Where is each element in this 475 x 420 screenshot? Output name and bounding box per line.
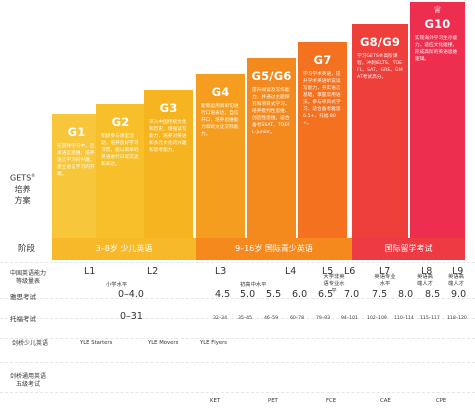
grade-column-g1: G1 在游戏学习中，启发语言思维，培养语言学习的兴趣，建立语言学习的开端。 xyxy=(52,114,101,238)
level-l2: L2 xyxy=(147,266,159,277)
grade-column-g4: G4 能够运用简单句进行口语表达，自信开口，培养思维能力和跨文化交际能力。 xyxy=(196,74,245,238)
grade-column-g5-g6: G5/G6 提升阅读及写作能力，并通过主题探究和项目式学习，培养批判性思维、创造… xyxy=(247,58,296,238)
level-l7: L7 xyxy=(379,266,391,277)
row-label-cambridge-young: 剑桥少儿英语 xyxy=(11,340,48,347)
ielts-score: 9.0 xyxy=(451,289,467,300)
grade-name: G8/G9 xyxy=(359,35,401,49)
ielts-score: 0–4.0 xyxy=(118,289,144,300)
ielts-score: 5.0 xyxy=(240,289,256,300)
row-label-levels: 中国英语能力等级量表 xyxy=(10,270,47,285)
level-l9: L9 xyxy=(452,266,464,277)
toefl-score: 60–78 xyxy=(290,316,304,321)
grade-name: G4 xyxy=(211,85,230,99)
ielts-score: 6.0 xyxy=(292,289,308,300)
level-l4: L4 xyxy=(285,266,297,277)
row-label-ielts: 雅思考试 xyxy=(10,293,36,301)
toefl-score: 79–93 xyxy=(316,316,330,321)
ielts-score: 7.0 xyxy=(344,289,360,300)
level-l5: L5 xyxy=(322,266,334,277)
grade-description: 提升阅读及写作能力，并通过主题探究和项目式学习，培养批判性思维、创造性思维。适合… xyxy=(252,88,291,135)
level-l8: L8 xyxy=(421,266,433,277)
grade-description: 学习GETS®高阶课程，冲刺IELTS、TOEFL、SAT、GRE、GMAT考试… xyxy=(357,54,403,80)
grade-column-g7: G7 学习学术英语，提升学术英语听说读写能力，夯实语言基础，掌握常用语法，参与项… xyxy=(298,42,347,238)
ielts-score: 7.5 xyxy=(372,289,388,300)
toefl-score: 102–109 xyxy=(367,316,387,321)
toefl-score: 0–31 xyxy=(120,311,143,322)
level-desc: 英语高端人才 xyxy=(417,274,433,287)
crown-icon: ♕ xyxy=(433,5,442,16)
grade-description: 能够运用简单句进行口语表达，自信开口，培养思维能力和跨文化交际能力。 xyxy=(201,104,239,137)
toefl-score: 35–45 xyxy=(238,316,252,321)
level-l1: L1 xyxy=(84,266,96,277)
grade-name: G10 xyxy=(424,17,451,31)
cambridge-young-exam: YLE Movers xyxy=(148,340,179,346)
cambridge-young-exam: YLE Starters xyxy=(80,340,113,346)
grade-name: G1 xyxy=(67,125,86,139)
cambridge-main-exam: CAE xyxy=(380,398,391,404)
level-desc: 初高中水平 xyxy=(240,282,267,288)
toefl-score: 32–34 xyxy=(213,316,227,321)
gets-program-label: GETS® 培养 方案 xyxy=(10,173,36,205)
level-desc: 小学水平 xyxy=(106,282,128,288)
grade-name: G5/G6 xyxy=(251,69,292,83)
ielts-score: 5.5 xyxy=(266,289,282,300)
grade-description: 在游戏学习中，启发语言思维，培养语言学习的兴趣，建立语言学习的开端。 xyxy=(57,144,95,177)
level-desc: 大学非英语专业水平 xyxy=(323,274,345,294)
toefl-score: 115–117 xyxy=(420,316,440,321)
grade-description: 深入中国传统文化和历史，增强读写能力，培养对英语和多元文化的兴趣和思考能力。 xyxy=(149,120,187,153)
cambridge-main-exam: FCE xyxy=(326,398,337,404)
grade-column-g2: G2 积极参与课堂活动，培养良好学习习惯，能以简单的英语进行日常交流和表达。 xyxy=(96,104,145,238)
stage-teen: 9–16岁 国际青少英语 xyxy=(196,238,352,260)
cambridge-main-exam: PET xyxy=(268,398,278,404)
level-desc: 英语高端人才 xyxy=(448,274,464,287)
level-desc: 英语专业水平 xyxy=(374,274,396,287)
grade-column-g3: G3 深入中国传统文化和历史，增强读写能力，培养对英语和多元文化的兴趣和思考能力… xyxy=(144,90,193,238)
ielts-score: 8.0 xyxy=(398,289,414,300)
grade-column-g8-g9: G8/G9 学习GETS®高阶课程，冲刺IELTS、TOEFL、SAT、GRE、… xyxy=(352,24,408,238)
ielts-score: 8.5 xyxy=(425,289,441,300)
grade-description: 学习学术英语，提升学术英语听说读写能力，夯实语言基础，掌握常用语法，参与项目式学… xyxy=(303,72,341,126)
cambridge-young-exam: YLE Flyers xyxy=(200,340,228,346)
grade-column-g10: ♕ G10 实现海外学习生存能力，适应文化碰撞，形成高阶的英语思维逻辑。 xyxy=(410,2,465,238)
stage-label: 阶段 xyxy=(18,244,36,254)
stage-kids: 3–8岁 少儿英语 xyxy=(52,238,196,260)
grade-description: 实现海外学习生存能力，适应文化碰撞，形成高阶的英语思维逻辑。 xyxy=(415,36,458,62)
toefl-score: 118–120 xyxy=(447,316,467,321)
ielts-score: 6.5 xyxy=(318,289,334,300)
toefl-score: 94–101 xyxy=(341,316,358,321)
level-l6: L6 xyxy=(344,266,356,277)
grade-name: G2 xyxy=(111,115,130,129)
cambridge-main-exam: CPE xyxy=(436,398,447,404)
toefl-score: 110–114 xyxy=(394,316,414,321)
level-l3: L3 xyxy=(215,266,227,277)
grade-description: 积极参与课堂活动，培养良好学习习惯，能以简单的英语进行日常交流和表达。 xyxy=(101,134,139,167)
row-label-toefl: 托福考试 xyxy=(10,315,36,323)
toefl-score: 46–59 xyxy=(264,316,278,321)
ielts-score: 4.5 xyxy=(215,289,231,300)
row-label-cambridge-main: 剑桥通用英语五级考试 xyxy=(10,373,47,388)
cambridge-main-exam: KET xyxy=(210,398,221,404)
grade-name: G7 xyxy=(313,53,332,67)
grade-name: G3 xyxy=(159,101,178,115)
stage-study-abroad: 国际留学考试 xyxy=(352,238,465,260)
